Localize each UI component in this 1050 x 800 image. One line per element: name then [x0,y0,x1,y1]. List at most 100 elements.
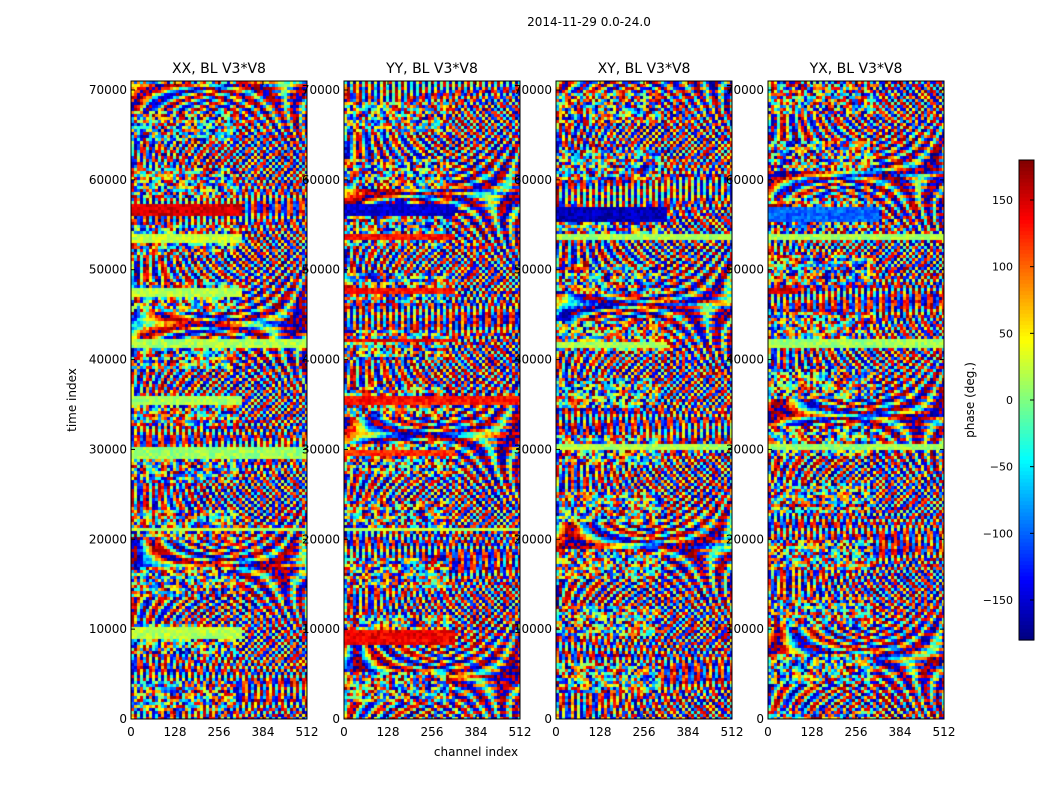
colorbar-segment [1019,291,1034,296]
x-tick-label: 256 [208,725,231,739]
heatmap-image [344,81,520,719]
x-tick-label: 384 [677,725,700,739]
colorbar-segment [1019,538,1034,544]
colorbar: 150 100 50 0 −50 −100 −150 [983,159,1035,641]
colorbar-segment [1019,171,1034,176]
colorbar-segment [1019,306,1034,311]
colorbar-segment [1019,422,1034,427]
colorbar-segment [1019,216,1034,221]
colorbar-segment [1019,201,1034,206]
colorbar-segment [1019,388,1034,394]
colorbar-segment [1019,392,1034,397]
y-tick-label: 10000 [514,622,552,636]
y-tick-label: 0 [544,712,552,726]
colorbar-segment [1019,317,1034,322]
colorbar-segment [1019,385,1034,390]
colorbar-segment [1019,193,1034,199]
colorbar-segment [1019,347,1034,352]
colorbar-segment [1019,223,1034,229]
colorbar-segment [1019,441,1034,446]
colorbar-segment [1019,418,1034,424]
colorbar-segment [1019,175,1034,180]
y-tick-label: 70000 [302,83,340,97]
y-axis-label: time index [65,368,79,432]
colorbar-segment [1019,370,1034,375]
x-tick-label: 512 [721,725,744,739]
x-tick-label: 256 [845,725,868,739]
colorbar-segment [1019,276,1034,281]
colorbar-segment [1019,602,1034,607]
colorbar-segment [1019,486,1034,491]
colorbar-segment [1019,501,1034,506]
colorbar-segment [1019,190,1034,195]
x-tick-label: 512 [509,725,532,739]
colorbar-segment [1019,636,1034,641]
colorbar-segment [1019,583,1034,589]
colorbar-segment [1019,426,1034,431]
colorbar-tick-label: 50 [999,327,1013,340]
colorbar-segment [1019,407,1034,412]
colorbar-segment [1019,613,1034,619]
colorbar-segment [1019,332,1034,337]
colorbar-segment [1019,298,1034,304]
y-tick-label: 60000 [302,173,340,187]
colorbar-segment [1019,463,1034,469]
colorbar-segment [1019,246,1034,251]
y-tick-label: 30000 [302,442,340,456]
y-tick-label: 0 [756,712,764,726]
y-tick-label: 50000 [726,263,764,277]
colorbar-segment [1019,610,1034,615]
y-tick-label: 30000 [726,442,764,456]
panel-title: XX, BL V3*V8 [172,61,266,77]
colorbar-segment [1019,591,1034,596]
panel-1: XX, BL V3*V8 0 128 256 384 512 0 10000 20000 3000… [89,61,319,739]
colorbar-segment [1019,445,1034,450]
y-tick-label: 50000 [302,263,340,277]
colorbar-segment [1019,197,1034,202]
panel-title: YY, BL V3*V8 [385,61,478,77]
colorbar-tick-label: 0 [1006,394,1013,407]
colorbar-segment [1019,358,1034,364]
colorbar-segment [1019,415,1034,420]
colorbar-segment [1019,411,1034,416]
y-tick-label: 40000 [89,353,127,367]
colorbar-tick-label: −50 [990,461,1013,474]
x-tick-label: 128 [589,725,612,739]
colorbar-segment [1019,617,1034,622]
panels: XX, BL V3*V8 0 128 256 384 512 0 10000 20000 3000… [89,61,956,739]
colorbar-segment [1019,561,1034,566]
colorbar-segment [1019,182,1034,187]
panel-2: YY, BL V3*V8 0 128 256 384 512 0 10000 20000 3000… [302,61,532,739]
colorbar-segment [1019,295,1034,300]
colorbar-segment [1019,373,1034,379]
x-tick-label: 256 [633,725,656,739]
y-tick-label: 50000 [89,263,127,277]
y-tick-label: 10000 [89,622,127,636]
colorbar-segment [1019,580,1034,585]
colorbar-segment [1019,516,1034,521]
colorbar-segment [1019,535,1034,540]
x-tick-label: 256 [421,725,444,739]
y-tick-label: 40000 [514,353,552,367]
colorbar-segment [1019,321,1034,326]
colorbar-segment [1019,265,1034,270]
colorbar-segment [1019,437,1034,442]
colorbar-segment [1019,621,1034,626]
colorbar-segment [1019,257,1034,262]
colorbar-segment [1019,253,1034,259]
colorbar-segment [1019,595,1034,600]
colorbar-segment [1019,160,1034,165]
colorbar-segment [1019,280,1034,285]
y-tick-label: 0 [332,712,340,726]
colorbar-segment [1019,377,1034,382]
colorbar-segment [1019,568,1034,574]
x-tick-label: 512 [296,725,319,739]
y-tick-label: 60000 [89,173,127,187]
colorbar-segment [1019,527,1034,532]
panel-title: XY, BL V3*V8 [598,61,691,77]
colorbar-segment [1019,208,1034,214]
x-tick-label: 128 [801,725,824,739]
colorbar-segment [1019,632,1034,637]
colorbar-segment [1019,242,1034,247]
